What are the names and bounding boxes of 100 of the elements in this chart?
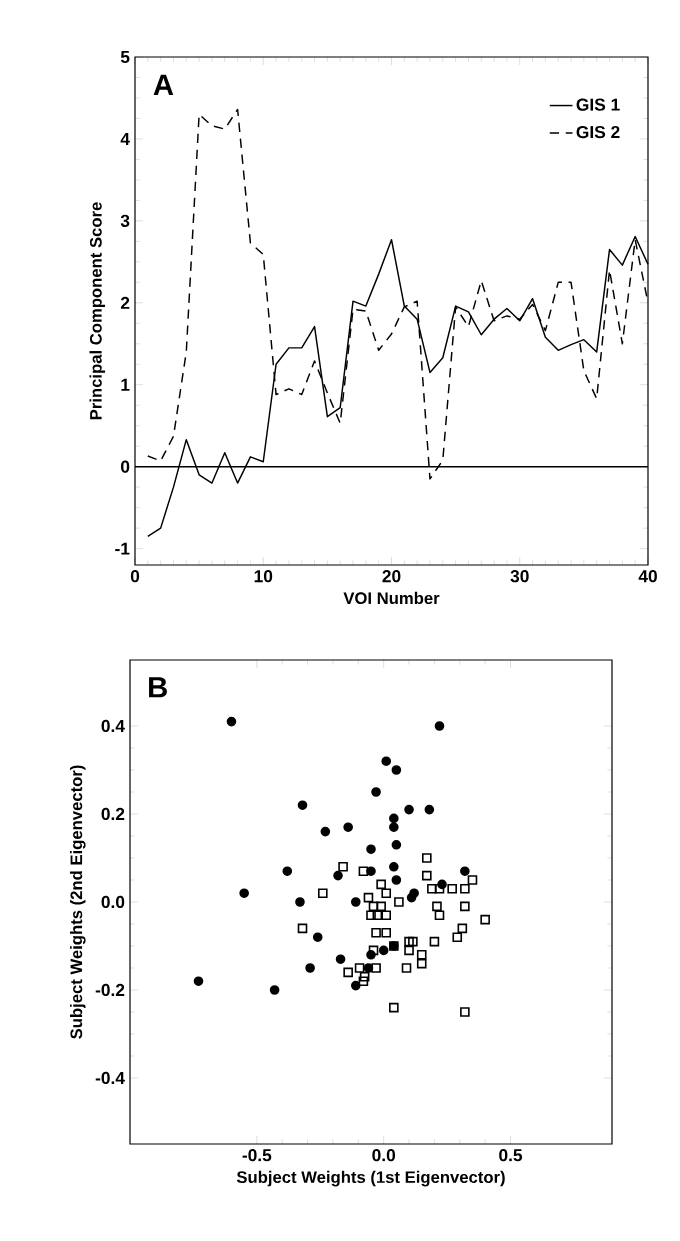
y-tick-label: 0.2 — [101, 807, 125, 821]
point — [343, 822, 353, 832]
point — [434, 910, 445, 920]
point — [391, 765, 402, 775]
point — [427, 883, 437, 894]
point — [378, 945, 389, 956]
point — [359, 971, 370, 982]
point — [363, 892, 374, 903]
point — [391, 839, 402, 850]
point — [226, 716, 237, 727]
x-tick-label: -0.5 — [242, 1149, 272, 1162]
point — [371, 927, 381, 938]
y-tick-label: 0 — [121, 460, 130, 473]
point — [389, 861, 399, 872]
point — [239, 888, 249, 898]
x-tick-label: 30 — [510, 570, 529, 583]
point — [350, 897, 361, 907]
point — [269, 985, 280, 995]
point — [358, 976, 369, 986]
point — [401, 963, 412, 973]
point — [366, 866, 376, 876]
y-axis-title: Subject Weights (2nd Eigenvector) — [69, 765, 86, 1039]
point — [282, 866, 293, 876]
y-tick-label: -1 — [115, 542, 130, 555]
point — [368, 945, 379, 956]
point — [460, 901, 470, 912]
point — [354, 963, 365, 973]
legend-label: GIS 2 — [576, 125, 620, 139]
y-tick-label: 0.0 — [101, 895, 125, 909]
point — [371, 963, 381, 973]
point — [480, 914, 490, 925]
point — [372, 910, 383, 920]
x-axis-title: Subject Weights (1st Eigenvector) — [236, 1170, 505, 1187]
y-tick-label: -0.2 — [95, 983, 125, 997]
point — [416, 958, 427, 969]
point — [320, 826, 331, 837]
point — [368, 901, 379, 912]
point — [467, 875, 478, 885]
point — [391, 875, 402, 885]
point — [416, 949, 427, 960]
y-tick-label: -0.4 — [95, 1071, 125, 1085]
x-tick-label: 0 — [130, 570, 140, 583]
legend-label: GIS 1 — [576, 98, 620, 111]
point — [381, 888, 392, 898]
point — [338, 861, 348, 872]
point — [434, 883, 445, 894]
point — [424, 804, 435, 815]
point — [432, 901, 442, 912]
point — [460, 883, 470, 894]
point — [404, 936, 414, 947]
point — [422, 853, 432, 863]
point — [460, 866, 470, 876]
x-tick-label: 0.5 — [499, 1149, 523, 1162]
point — [295, 897, 305, 907]
y-tick-label: 1 — [121, 378, 130, 391]
point — [333, 870, 343, 881]
y-tick-label: 4 — [120, 132, 130, 145]
point — [305, 963, 315, 973]
x-tick-label: 20 — [382, 570, 401, 583]
x-tick-label: 0.0 — [372, 1149, 396, 1162]
x-tick-label: 10 — [254, 570, 273, 583]
point — [376, 879, 386, 890]
point — [389, 822, 399, 832]
point — [193, 976, 204, 986]
point — [343, 967, 353, 978]
point — [406, 892, 417, 903]
point — [297, 800, 308, 810]
point — [394, 897, 404, 907]
point — [404, 945, 414, 956]
point — [457, 923, 468, 934]
point — [452, 932, 463, 942]
point — [389, 1002, 399, 1013]
point — [350, 980, 361, 991]
y-tick-label: 2 — [120, 296, 130, 309]
x-tick-label: 40 — [638, 570, 657, 583]
y-tick-label: 5 — [120, 50, 130, 64]
point — [335, 954, 346, 964]
point — [297, 923, 308, 934]
point — [381, 756, 392, 766]
point — [376, 901, 386, 912]
point — [447, 883, 457, 894]
point — [371, 787, 381, 797]
point — [408, 936, 418, 947]
annotation: B — [149, 677, 167, 698]
point — [429, 936, 440, 947]
x-axis-title: VOI Number — [343, 591, 440, 605]
point — [358, 866, 369, 876]
point — [312, 932, 323, 942]
point — [404, 804, 414, 815]
point — [366, 844, 376, 854]
point — [318, 888, 328, 898]
point — [389, 813, 399, 824]
point — [434, 721, 445, 731]
y-tick-label: 3 — [120, 214, 130, 228]
point — [381, 927, 392, 938]
annotation: A — [153, 74, 174, 95]
point — [422, 870, 432, 881]
y-axis-title: Principal Component Score — [89, 202, 106, 420]
point — [460, 1007, 470, 1017]
y-tick-label: 0.4 — [101, 719, 125, 733]
